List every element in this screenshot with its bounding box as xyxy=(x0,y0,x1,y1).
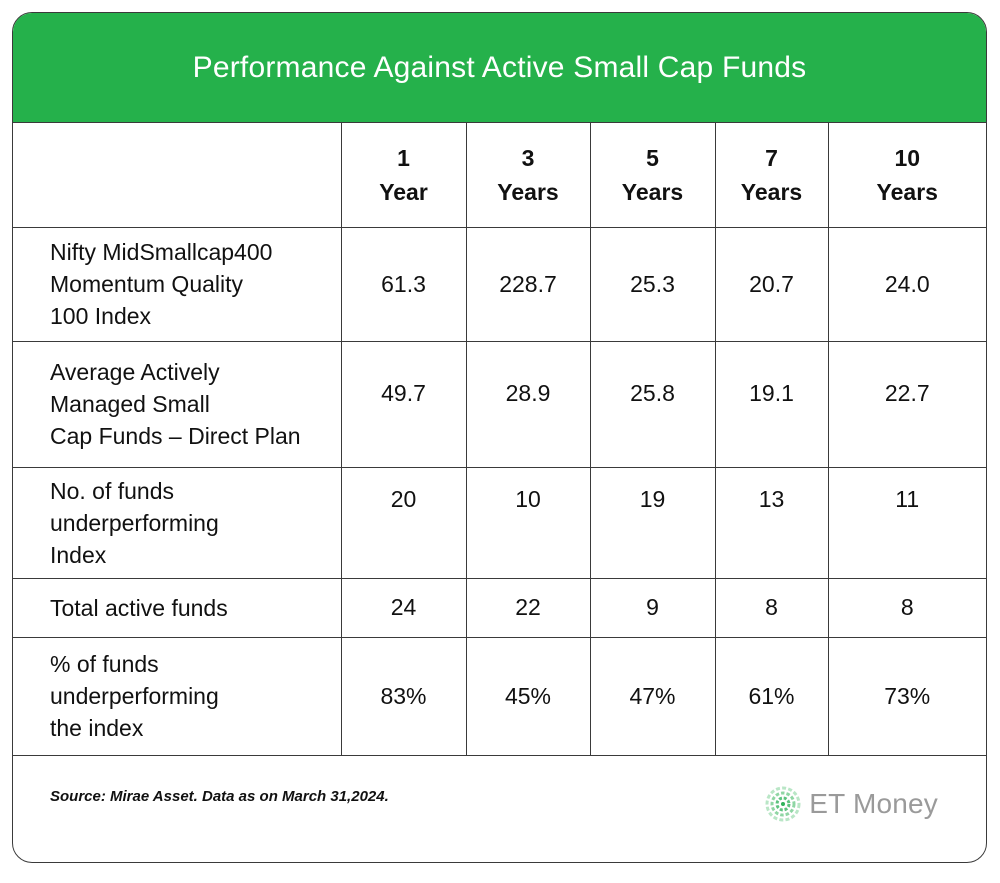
cell-value: 61.3 xyxy=(340,226,467,342)
column-header-10-years: 10 Years xyxy=(827,123,986,228)
column-header-7-years: 7 Years xyxy=(714,123,829,228)
row-label-line: Total active funds xyxy=(50,594,228,621)
column-header-unit: Years xyxy=(740,178,803,205)
row-label-line: Momentum Quality xyxy=(50,271,244,297)
et-money-logo-icon xyxy=(765,786,801,822)
column-header-5-years: 5 Years xyxy=(589,123,716,228)
cell-value: 8 xyxy=(714,577,829,638)
brand-name: ET Money xyxy=(809,788,938,819)
column-header-unit: Years xyxy=(497,178,559,205)
table-header-row: 1 Year 3 Years 5 Years 7 Years 10 Year xyxy=(13,123,986,228)
cell-value: 83% xyxy=(340,636,467,756)
row-label-line: % of funds xyxy=(50,651,159,677)
cell-value: 20 xyxy=(340,466,467,579)
row-label: Average Actively Managed Small Cap Funds… xyxy=(13,340,342,468)
cell-value: 73% xyxy=(827,636,986,756)
row-label-line: the index xyxy=(50,715,144,741)
cell-value: 19.1 xyxy=(714,340,829,468)
cell-value: 19 xyxy=(589,466,716,579)
column-header-number: 3 xyxy=(521,144,535,171)
row-label-line: underperforming xyxy=(50,683,219,709)
cell-value: 228.7 xyxy=(465,226,591,342)
row-label: % of funds underperforming the index xyxy=(13,636,342,756)
header-banner: Performance Against Active Small Cap Fun… xyxy=(13,13,986,123)
cell-value: 28.9 xyxy=(465,340,591,468)
cell-value: 49.7 xyxy=(340,340,467,468)
performance-table: 1 Year 3 Years 5 Years 7 Years 10 Year xyxy=(13,123,986,756)
column-header-3-years: 3 Years xyxy=(465,123,591,228)
row-label: Total active funds xyxy=(13,577,342,638)
cell-value: 24.0 xyxy=(827,226,986,342)
column-header-number: 1 xyxy=(397,144,410,171)
cell-value: 8 xyxy=(827,577,986,638)
cell-value: 13 xyxy=(714,466,829,579)
brand: ET Money xyxy=(765,786,938,822)
cell-value: 61% xyxy=(714,636,829,756)
column-header-unit: Years xyxy=(621,178,684,205)
table-row-total-active: Total active funds 24 22 9 8 8 xyxy=(13,577,986,638)
row-label-line: underperforming xyxy=(50,509,219,536)
cell-value: 11 xyxy=(827,466,986,579)
row-label-line: Managed Small xyxy=(50,391,210,417)
row-label: No. of funds underperforming Index xyxy=(13,466,342,579)
row-label: Nifty MidSmallcap400 Momentum Quality 10… xyxy=(13,226,342,342)
row-label-line: Index xyxy=(50,541,107,568)
table-title: Performance Against Active Small Cap Fun… xyxy=(192,50,807,84)
cell-value: 25.8 xyxy=(589,340,716,468)
performance-card: Performance Against Active Small Cap Fun… xyxy=(12,12,987,863)
source-note: Source: Mirae Asset. Data as on March 31… xyxy=(50,788,389,805)
cell-value: 20.7 xyxy=(714,226,829,342)
row-label-line: Cap Funds – Direct Plan xyxy=(50,423,301,449)
table-row-underperforming-count: No. of funds underperforming Index 20 10… xyxy=(13,466,986,579)
column-header-number: 5 xyxy=(646,144,659,171)
column-header-number: 10 xyxy=(894,144,921,171)
footer: Source: Mirae Asset. Data as on March 31… xyxy=(13,752,986,862)
cell-value: 22 xyxy=(465,577,591,638)
table-row-index: Nifty MidSmallcap400 Momentum Quality 10… xyxy=(13,226,986,342)
cell-value: 47% xyxy=(589,636,716,756)
cell-value: 25.3 xyxy=(589,226,716,342)
row-label-line: No. of funds xyxy=(50,477,175,504)
cell-value: 10 xyxy=(465,466,591,579)
cell-value: 22.7 xyxy=(827,340,986,468)
column-header-1-year: 1 Year xyxy=(340,123,467,228)
table-row-average-active: Average Actively Managed Small Cap Funds… xyxy=(13,340,986,468)
row-label-line: Nifty MidSmallcap400 xyxy=(50,239,273,265)
row-label-line: 100 Index xyxy=(50,303,152,329)
column-header-unit: Year xyxy=(379,178,428,205)
column-header-number: 7 xyxy=(765,144,778,171)
table-row-underperforming-percent: % of funds underperforming the index 83%… xyxy=(13,636,986,756)
cell-value: 45% xyxy=(465,636,591,756)
row-label-line: Average Actively xyxy=(50,359,220,385)
header-corner-cell xyxy=(13,123,342,228)
column-header-unit: Years xyxy=(876,178,938,205)
cell-value: 24 xyxy=(340,577,467,638)
cell-value: 9 xyxy=(589,577,716,638)
